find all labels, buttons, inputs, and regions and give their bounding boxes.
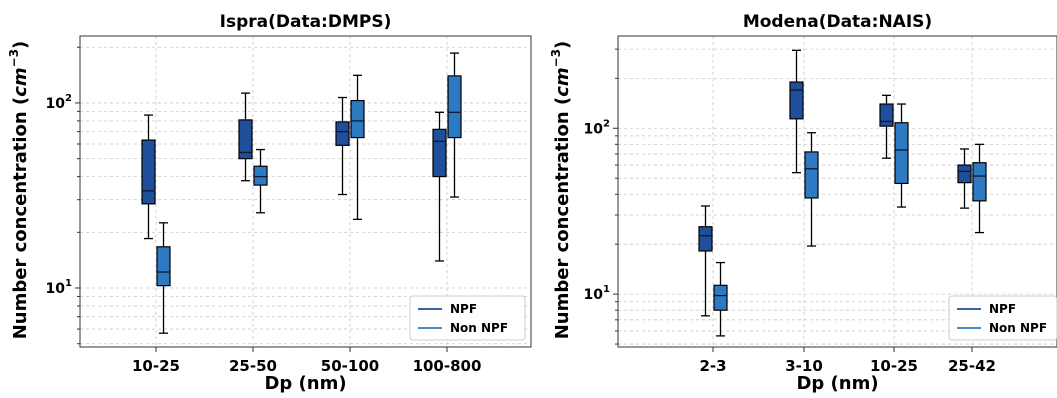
x-tick-label: 25-50 <box>229 357 277 375</box>
box-plot-100-800 <box>432 111 447 262</box>
legend-label-non-npf: Non NPF <box>450 321 508 335</box>
box-iqr <box>335 121 350 146</box>
x-tick-label: 25-42 <box>948 357 996 375</box>
series-non-npf <box>713 103 987 337</box>
y-axis-label-main: Number concentration ( <box>552 97 573 340</box>
box-plot-2-3 <box>713 261 728 337</box>
x-axis-label: Dp (nm) <box>264 373 346 394</box>
legend-label-npf: NPF <box>450 302 477 316</box>
gridlines <box>618 36 1057 347</box>
box-iqr <box>350 99 365 139</box>
box-iqr <box>432 128 447 178</box>
box-plot-2-3 <box>698 205 713 317</box>
box-plot-3-10 <box>789 49 804 174</box>
box-plot-10-25 <box>894 103 909 208</box>
y-tick-exponent: 2 <box>603 118 610 129</box>
box-plot-10-25 <box>141 114 156 240</box>
x-tick-label: 10-25 <box>870 357 918 375</box>
x-tick-label: 3-10 <box>785 357 823 375</box>
legend: NPF Non NPF <box>948 295 1057 341</box>
y-tick-exponent: 2 <box>65 93 72 104</box>
box-iqr <box>141 139 156 205</box>
plot-frame <box>79 35 532 348</box>
y-tick-label: 102 <box>46 93 72 112</box>
box-plot-3-10 <box>804 132 819 247</box>
x-tick-label: 100-800 <box>413 357 482 375</box>
box-plot-25-50 <box>238 92 253 182</box>
gridlines <box>80 36 531 347</box>
y-tick-exponent: 1 <box>603 284 610 295</box>
chart-title: Modena(Data:NAIS) <box>743 12 932 32</box>
y-axis-label-close: ) <box>552 41 573 49</box>
box-iqr <box>698 226 713 252</box>
x-tick-label: 10-25 <box>132 357 180 375</box>
x-tick-label: 50-100 <box>321 357 379 375</box>
y-axis-label-exp: −3 <box>549 49 563 67</box>
y-tick-label: 101 <box>584 284 610 303</box>
box-iqr <box>789 81 804 120</box>
box-plot-25-42 <box>957 148 972 209</box>
legend-box <box>409 295 526 341</box>
box-iqr <box>972 162 987 202</box>
legend: NPF Non NPF <box>409 295 526 341</box>
legend-label-npf: NPF <box>989 302 1016 316</box>
chart-title: Ispra(Data:DMPS) <box>220 12 392 32</box>
y-tick-base: 10 <box>46 96 66 112</box>
box-iqr <box>879 103 894 127</box>
x-axis-label: Dp (nm) <box>796 373 878 394</box>
box-plot-10-25 <box>156 222 171 334</box>
plot-frame <box>617 35 1057 348</box>
x-tick-label: 2-3 <box>699 357 726 375</box>
box-iqr <box>804 151 819 199</box>
box-plot-50-100 <box>335 96 350 196</box>
y-tick-base: 10 <box>584 287 604 303</box>
y-tick-base: 10 <box>46 281 66 297</box>
legend-box <box>948 295 1057 341</box>
box-iqr <box>156 246 171 287</box>
box-iqr <box>253 165 268 186</box>
y-axis-label-unit: cm <box>552 67 573 96</box>
box-iqr <box>894 122 909 185</box>
series-non-npf <box>156 52 462 334</box>
series-npf <box>698 49 972 317</box>
box-plot-50-100 <box>350 74 365 220</box>
y-axis-label: Number concentration (cm−3) <box>7 41 31 340</box>
y-axis-label-exp: −3 <box>7 49 21 67</box>
series-npf <box>141 92 447 262</box>
box-plot-100-800 <box>447 52 462 198</box>
box-iqr <box>957 164 972 184</box>
y-axis-label: Number concentration (cm−3) <box>549 41 573 340</box>
y-axis-label-main: Number concentration ( <box>10 97 31 340</box>
y-tick-base: 10 <box>584 121 604 137</box>
box-iqr <box>713 284 728 311</box>
box-iqr <box>447 75 462 139</box>
box-plot-25-50 <box>253 148 268 214</box>
box-iqr <box>238 119 253 160</box>
box-plot-25-42 <box>972 143 987 234</box>
box-plot-10-25 <box>879 94 894 159</box>
y-axis-label-unit: cm <box>10 67 31 96</box>
y-tick-label: 102 <box>584 118 610 137</box>
y-tick-exponent: 1 <box>65 278 72 289</box>
y-tick-label: 101 <box>46 278 72 297</box>
y-axis-label-close: ) <box>10 41 31 49</box>
legend-label-non-npf: Non NPF <box>989 321 1047 335</box>
